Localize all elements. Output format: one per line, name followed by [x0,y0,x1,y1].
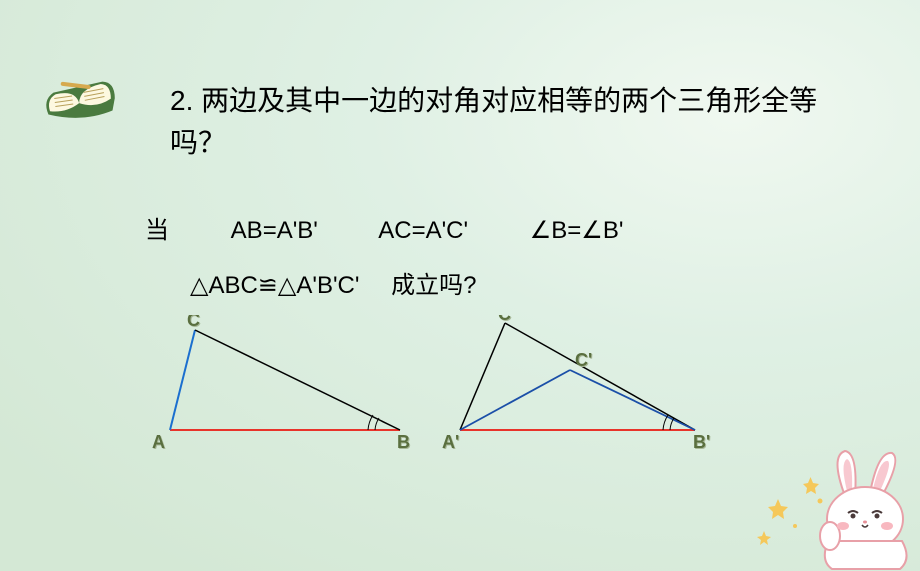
book-icon [35,75,125,130]
question-number: 2. [170,85,193,116]
triangle-left: A B C A B C [152,315,411,453]
label-cp-low: C' [575,350,592,370]
assertion-question: 成立吗? [391,272,476,299]
label-b: B [397,432,410,452]
label-bp: B' [693,432,710,452]
given-conditions: 当 AB=A'B' AC=A'C' ∠B=∠B' [145,210,678,245]
assertion-formula: △ABC≌△A'B'C' [190,272,359,299]
triangle-right: A' B' C' C' A' B' C' C' [442,315,711,453]
cond-2: AC=A'C' [378,217,468,244]
given-prefix: 当 [145,217,169,244]
slide: 2. 两边及其中一边的对角对应相等的两个三角形全等吗？ 当 AB=A'B' AC… [0,0,920,571]
label-ap: A' [442,432,459,452]
cond-3: ∠B=∠B' [530,217,624,244]
triangle-diagrams: A B C A B C A' B' C' C' A' B [140,315,760,475]
label-cp-high: C' [498,315,515,324]
cond-1: AB=A'B' [231,217,318,244]
assertion: △ABC≌△A'B'C' 成立吗? [190,265,477,300]
bunny-icon [750,441,920,571]
question-text: 2. 两边及其中一边的对角对应相等的两个三角形全等吗？ [170,80,870,164]
label-c: C [187,315,200,330]
label-a: A [152,432,165,452]
question-body: 两边及其中一边的对角对应相等的两个三角形全等吗？ [170,85,817,158]
